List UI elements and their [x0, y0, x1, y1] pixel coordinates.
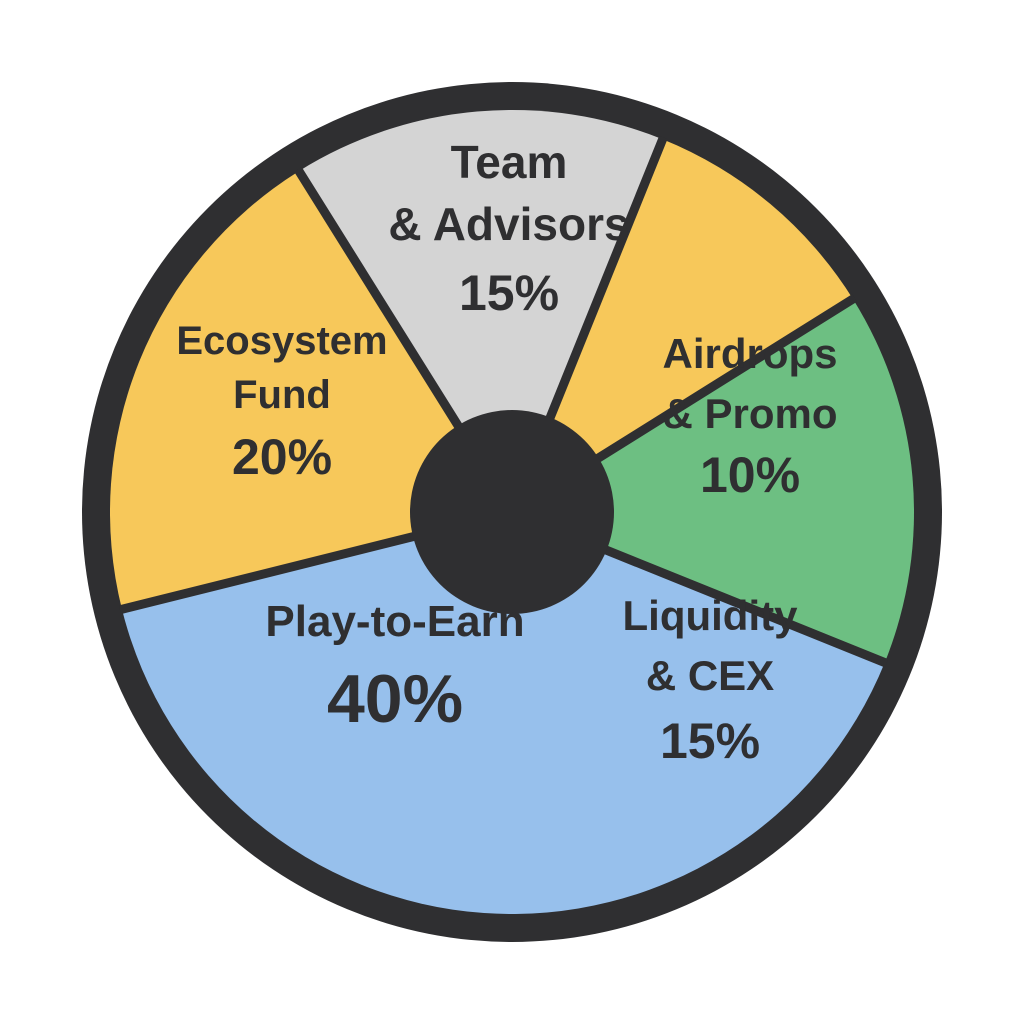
slice-percent-label: 15%	[660, 713, 760, 769]
pie-center-hole	[410, 410, 614, 614]
slice-percent-label: 40%	[327, 661, 463, 737]
slice-name-label: Liquidity	[623, 592, 799, 639]
slice-name-label: Airdrops	[662, 330, 837, 377]
slice-percent-label: 15%	[459, 265, 559, 321]
slice-percent-label: 10%	[700, 447, 800, 503]
slice-name-label: & CEX	[646, 652, 774, 699]
pie-slice	[512, 139, 853, 512]
pie-slice	[298, 109, 663, 512]
slice-name-label: & Advisors	[388, 198, 629, 250]
slice-name-label: Ecosystem	[176, 319, 387, 363]
slice-name-label: Play-to-Earn	[265, 597, 524, 646]
slice-name-label: Team	[451, 136, 568, 188]
slice-name-label: & Promo	[662, 390, 837, 437]
pie-slice	[121, 512, 885, 914]
slice-name-label: Fund	[233, 373, 331, 417]
pie-slice	[512, 298, 914, 663]
slice-percent-label: 20%	[232, 429, 332, 485]
